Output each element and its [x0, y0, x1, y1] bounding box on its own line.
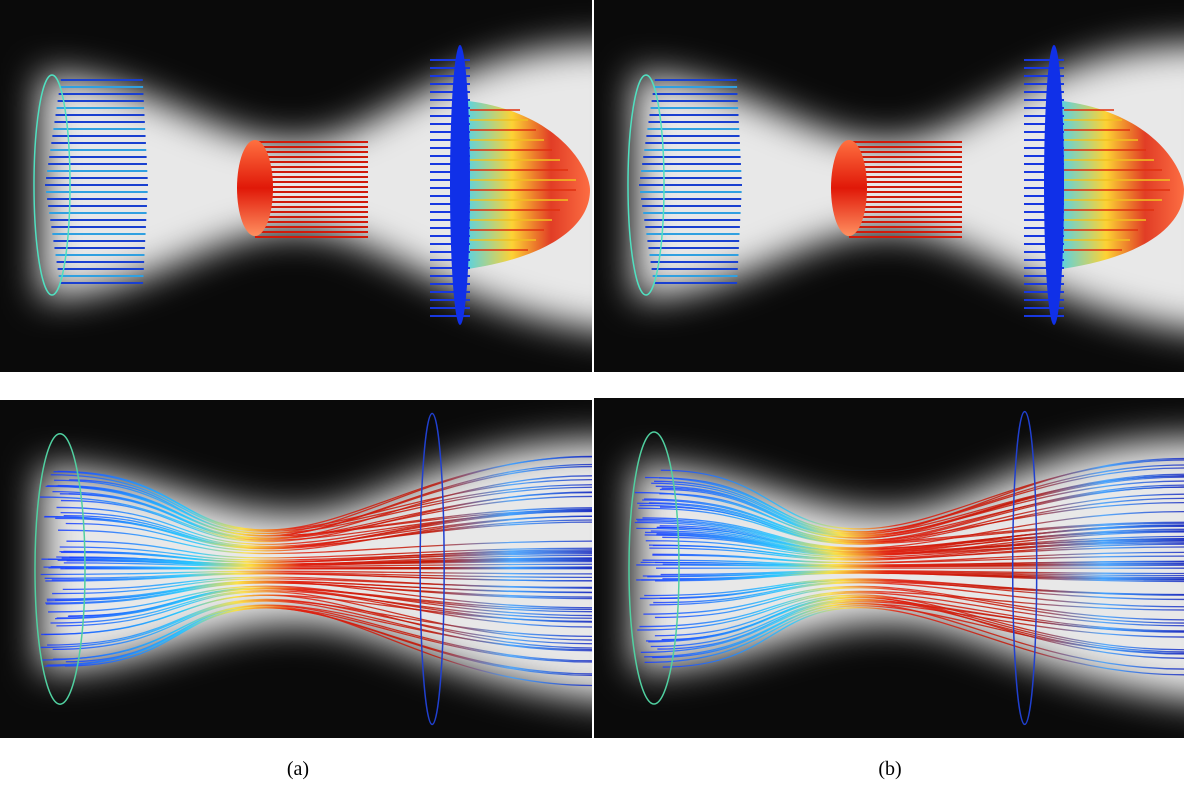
- streamline: [650, 598, 1184, 655]
- streamline: [645, 464, 1184, 533]
- streamline: [45, 485, 592, 537]
- streamline: [662, 606, 1184, 676]
- streamline: [660, 459, 1184, 530]
- streamline: [46, 581, 592, 609]
- streamline: [66, 557, 592, 567]
- streamline: [655, 480, 1184, 536]
- streamline: [654, 475, 1184, 534]
- streamline: [50, 474, 592, 532]
- streamline: [636, 527, 1184, 553]
- streamline: [44, 594, 592, 649]
- streamline: [67, 587, 592, 617]
- streamline: [652, 540, 1184, 560]
- dome: [1054, 100, 1184, 270]
- streamline: [636, 564, 1184, 568]
- streamline: [44, 607, 592, 677]
- inlet-ring: [34, 433, 86, 705]
- streamline: [51, 572, 592, 582]
- streamline: [649, 543, 1184, 561]
- streamline: [40, 496, 592, 541]
- streamline: [654, 587, 1184, 624]
- caption: (a): [286, 758, 310, 780]
- streamline: [55, 588, 592, 628]
- arrow-panel: [0, 0, 592, 372]
- streamline: [56, 591, 592, 641]
- streamline: [655, 561, 1184, 567]
- streamline: [48, 585, 592, 617]
- streamline: [65, 515, 592, 552]
- streamline: [657, 599, 1184, 650]
- streamline: [52, 578, 592, 595]
- streamline: [642, 484, 1184, 542]
- streamline: [645, 540, 1184, 558]
- caption: (b): [878, 758, 902, 780]
- streamline: [63, 562, 592, 568]
- inlet-ring: [628, 431, 680, 705]
- streamline: [642, 570, 1184, 577]
- streamline: [66, 540, 592, 559]
- streamline: [637, 520, 1184, 550]
- streamline: [648, 486, 1184, 543]
- streamline: [60, 511, 592, 548]
- streamline: [636, 572, 1184, 583]
- streamline: [644, 602, 1184, 670]
- outlet-ring: [419, 412, 445, 726]
- outlet-disk: [1044, 45, 1064, 325]
- streamline: [50, 566, 592, 569]
- streamline: [54, 479, 592, 535]
- streamline: [41, 604, 592, 662]
- streamline: [659, 506, 1184, 545]
- streamline: [639, 590, 1184, 628]
- cylinder-face: [237, 140, 273, 236]
- streamline: [637, 592, 1184, 631]
- streamline: [52, 490, 592, 539]
- streamline: [52, 600, 592, 652]
- streamline: [654, 594, 1184, 651]
- streamline: [644, 605, 1184, 664]
- streamline: [644, 578, 1184, 597]
- outlet-ring: [1011, 410, 1038, 726]
- streamline: [61, 554, 592, 566]
- streamline: [662, 531, 1184, 557]
- streamline: [50, 589, 592, 624]
- streamline-panel: [594, 398, 1184, 738]
- streamline: [58, 529, 592, 555]
- streamline: [63, 514, 592, 549]
- streamline: [46, 582, 592, 605]
- streamline-panel: [0, 400, 592, 738]
- streamline: [40, 599, 592, 649]
- streamline: [53, 456, 592, 531]
- streamline: [47, 598, 592, 646]
- streamline: [652, 551, 1184, 564]
- inlet-ring: [627, 74, 665, 296]
- streamline: [59, 546, 592, 561]
- dome: [460, 100, 590, 270]
- cylinder-face: [831, 140, 867, 236]
- streamline: [642, 510, 1184, 549]
- streamline: [643, 585, 1184, 621]
- streamline: [40, 570, 592, 576]
- streamline: [65, 605, 592, 687]
- outlet-disk: [450, 45, 470, 325]
- inlet-ring: [33, 74, 71, 296]
- streamline: [649, 582, 1184, 608]
- streamline: [642, 559, 1184, 566]
- streamline: [61, 551, 592, 563]
- streamline: [59, 475, 592, 540]
- arrow-panel: [594, 0, 1184, 372]
- streamline: [634, 486, 1184, 539]
- streamline: [661, 595, 1184, 641]
